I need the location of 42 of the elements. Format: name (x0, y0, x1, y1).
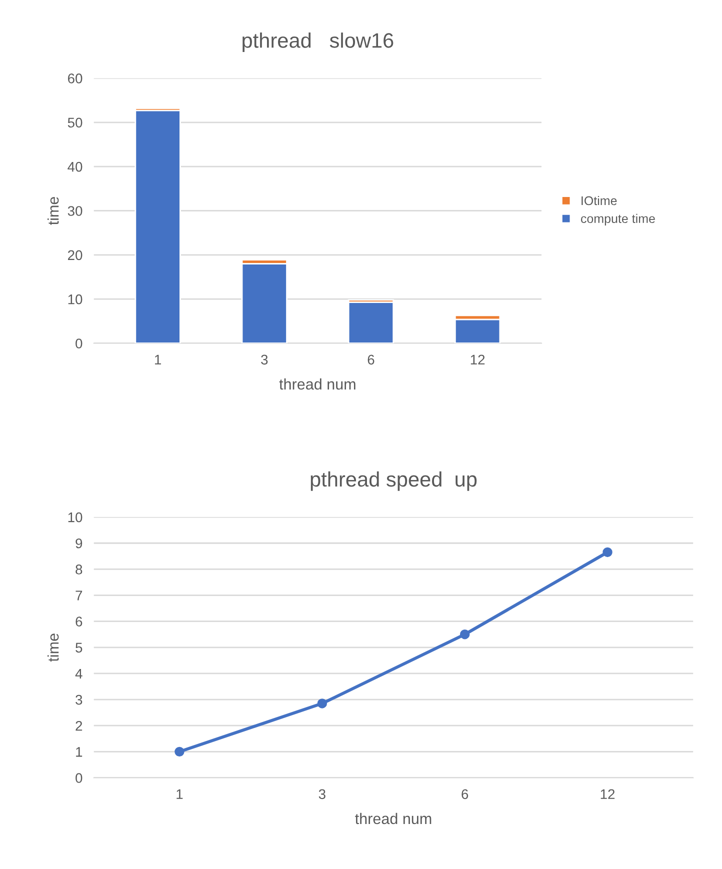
bar (454, 318, 501, 344)
y-tick-label: 9 (76, 538, 82, 548)
bar (348, 301, 394, 344)
y-tick-label: 0 (76, 773, 82, 783)
x-tick-label: 3 (261, 354, 268, 365)
bar (241, 263, 288, 344)
point (174, 746, 184, 757)
x-tick-label: 12 (600, 789, 615, 799)
bar (134, 110, 181, 344)
chart-title: pthread speed up (310, 471, 477, 491)
x-tick-label: 1 (155, 354, 161, 364)
x-tick-label: 3 (318, 789, 326, 800)
y-tick-label: 50 (68, 118, 82, 128)
y-tick-label: 60 (68, 74, 82, 84)
point (317, 698, 328, 708)
y-tick-label: 0 (76, 338, 82, 348)
y-tick-label: 8 (76, 564, 82, 574)
y-tick-label: 1 (76, 747, 82, 757)
y-tick-label: 20 (68, 250, 82, 260)
y-tick-label: 5 (76, 642, 82, 653)
x-tick-label: 12 (470, 354, 485, 364)
point (602, 547, 612, 558)
y-tick-label: 7 (76, 590, 82, 600)
point (460, 630, 470, 640)
legend-label: compute time (580, 214, 655, 226)
y-tick-label: 30 (68, 206, 82, 216)
y-tick-label: 6 (76, 616, 82, 627)
y-axis-title: time (48, 196, 59, 225)
x-tick-label: 6 (368, 354, 374, 365)
x-tick-label: 1 (176, 789, 183, 799)
y-tick-label: 10 (68, 512, 82, 522)
x-tick-label: 6 (462, 789, 468, 800)
y-axis-title: time (48, 634, 59, 662)
chart-title: pthread slow16 (242, 32, 394, 52)
y-tick-label: 3 (76, 694, 82, 705)
y-tick-label: 40 (68, 162, 82, 172)
x-axis-title: thread num (355, 812, 432, 824)
x-axis-title: thread num (279, 378, 356, 390)
y-tick-label: 10 (68, 294, 82, 304)
y-tick-label: 2 (76, 720, 82, 731)
y-tick-label: 4 (75, 668, 82, 679)
legend-label: IOtime (582, 196, 617, 206)
